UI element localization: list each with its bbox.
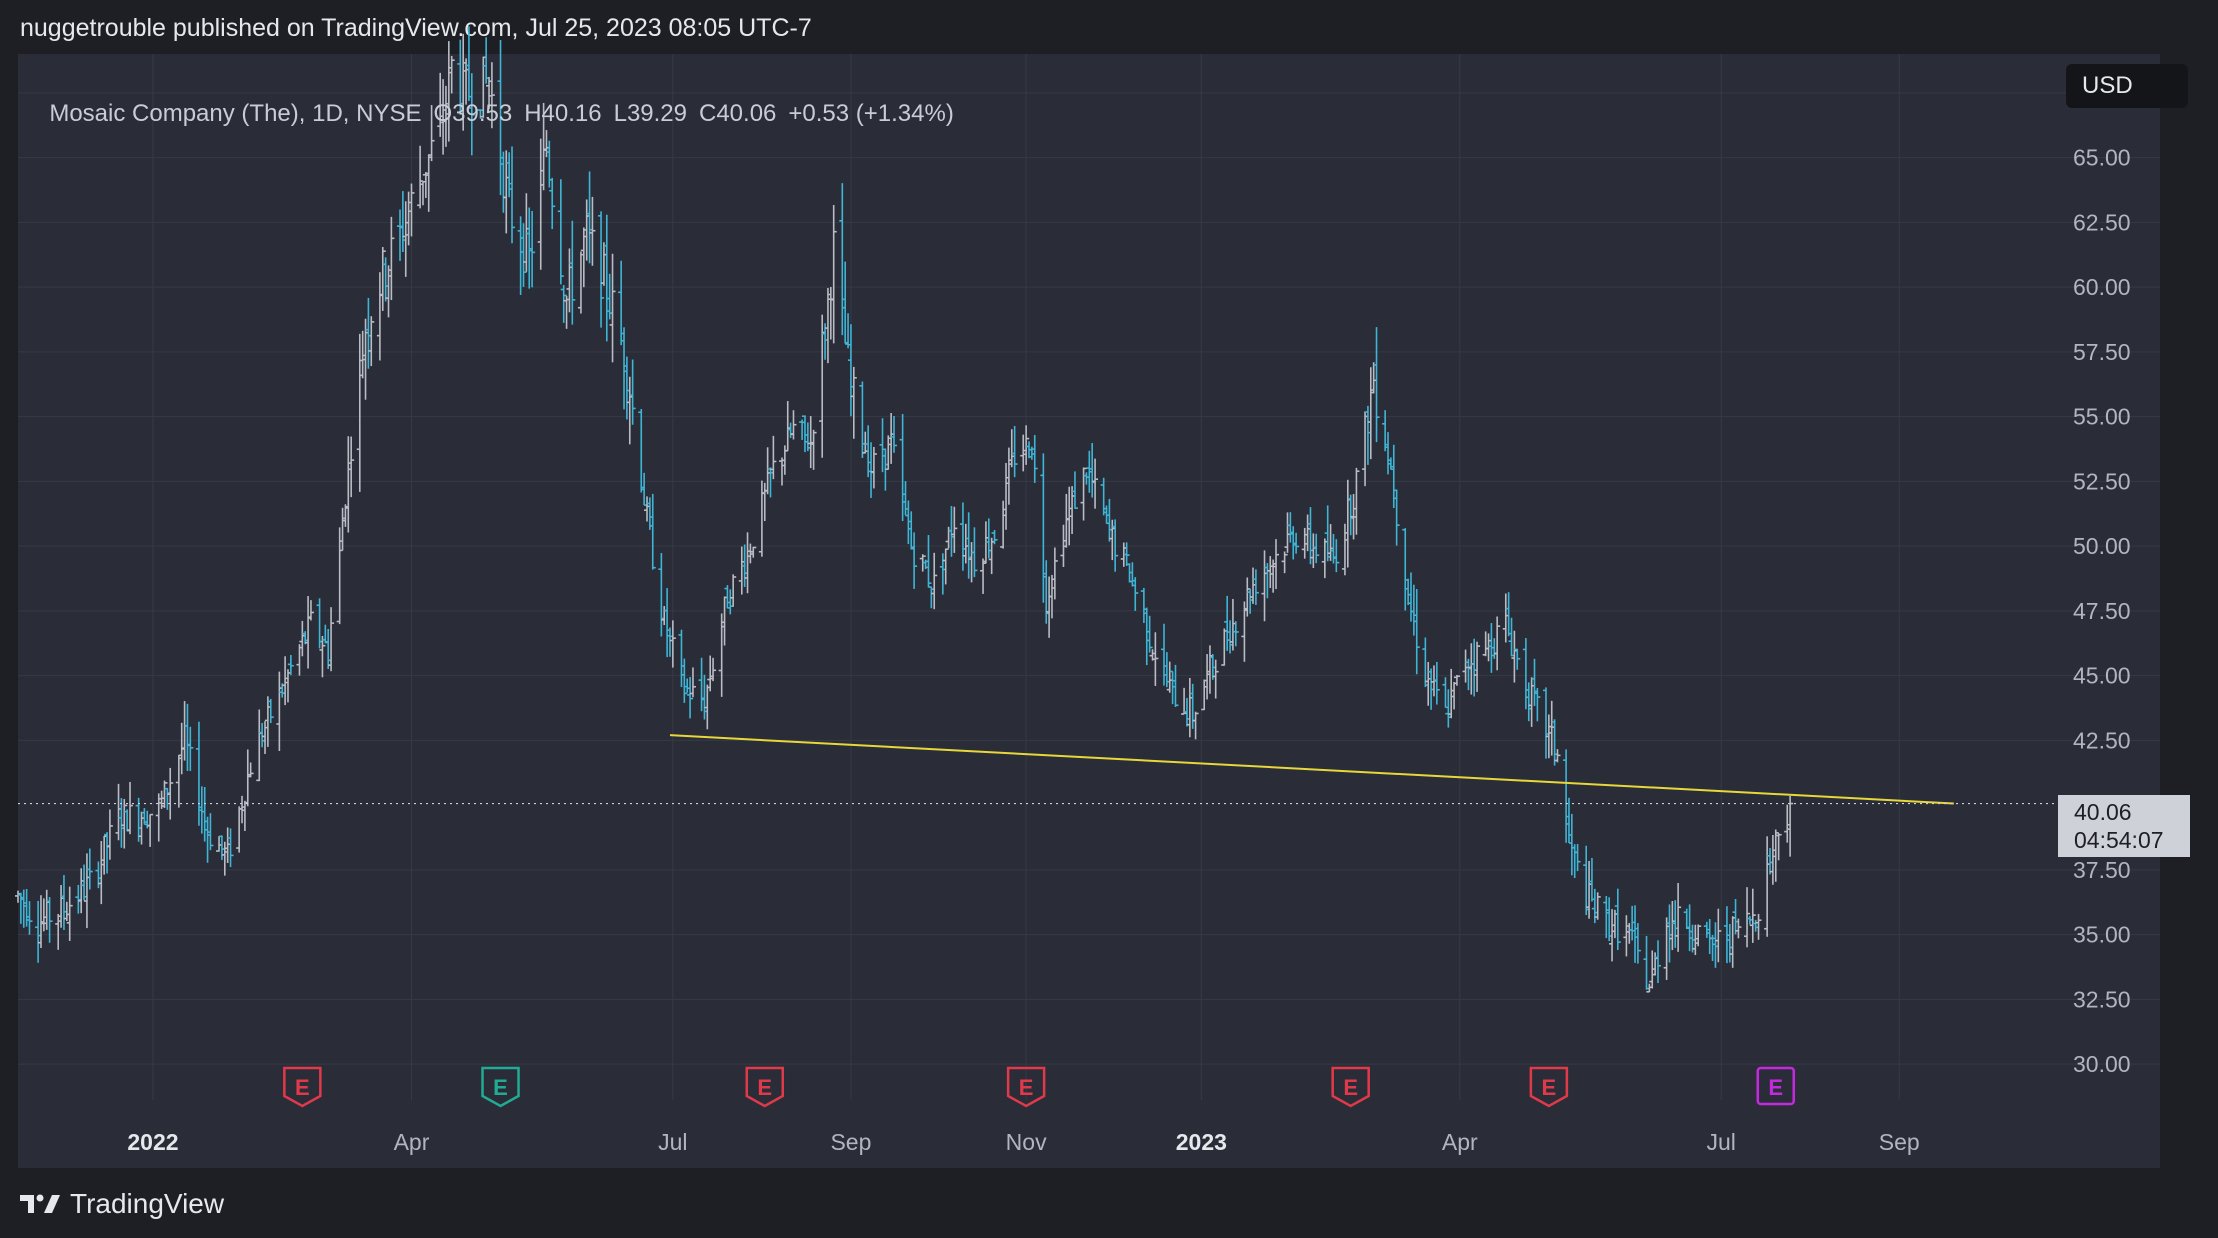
earnings-marker[interactable]: E [745, 1066, 785, 1108]
tradingview-footer[interactable]: TradingView [20, 1188, 224, 1220]
price-axis: 67.5065.0062.5060.0057.5055.0052.5050.00… [2073, 80, 2131, 1077]
time-tick-label: Sep [1879, 1129, 1920, 1155]
support-trendline [669, 734, 1954, 805]
earnings-badge [1529, 1066, 1569, 1108]
footer-brand: TradingView [70, 1188, 225, 1219]
time-axis: 2022 Apr Jul Sep Nov 2023 Apr Jul Sep [127, 1129, 1919, 1155]
earnings-marker[interactable]: E [1331, 1066, 1370, 1108]
legend-close: C40.06 [699, 100, 777, 127]
publisher-line: nuggetrouble published on TradingView.co… [20, 14, 812, 42]
earnings-marker[interactable]: E [1006, 1066, 1046, 1108]
time-tick-label: 2022 [127, 1129, 178, 1155]
time-tick-label: Jul [1706, 1129, 1735, 1155]
legend-change: +0.53 (+1.34%) [788, 100, 954, 127]
earnings-badge [1006, 1066, 1046, 1108]
time-tick-label: Nov [1006, 1129, 1047, 1155]
earnings-badge [283, 1066, 322, 1108]
price-tick-label: 65.00 [2073, 145, 2131, 171]
legend-high: H40.16 [524, 100, 602, 127]
price-tick-label: 62.50 [2073, 209, 2131, 235]
time-tick-label: Jul [658, 1129, 687, 1155]
earnings-marker[interactable]: E [283, 1066, 322, 1108]
price-tick-label: 42.50 [2073, 727, 2131, 753]
time-tick-label: Apr [394, 1129, 430, 1155]
trendline-layer [669, 734, 1954, 805]
price-tick-label: 32.50 [2073, 986, 2131, 1012]
ohlc-bars [15, 26, 1794, 993]
earnings-letter: E [295, 1075, 310, 1100]
last-price-tag: 40.06 04:54:07 [2058, 795, 2190, 857]
earnings-marker[interactable]: E [1756, 1066, 1796, 1106]
time-tick-label: Apr [1442, 1129, 1478, 1155]
time-tick-label: Sep [830, 1129, 871, 1155]
price-tick-label: 50.00 [2073, 533, 2131, 559]
earnings-letter: E [757, 1075, 772, 1100]
price-tick-label: 55.00 [2073, 404, 2131, 430]
time-tick-label: 2023 [1176, 1129, 1227, 1155]
earnings-letter: E [1019, 1075, 1034, 1100]
earnings-badge [481, 1066, 520, 1108]
legend-symbol: Mosaic Company (The), 1D, NYSE [49, 100, 422, 127]
symbol-legend[interactable]: Mosaic Company (The), 1D, NYSE O39.53 H40.… [36, 72, 966, 128]
earnings-letter: E [1768, 1075, 1783, 1100]
legend-open: O39.53 [433, 100, 513, 127]
earnings-badge [745, 1066, 785, 1108]
price-tick-label: 60.00 [2073, 274, 2131, 300]
earnings-badge [1331, 1066, 1370, 1108]
currency-button[interactable]: USD [2066, 64, 2188, 108]
legend-low: L39.29 [613, 100, 687, 127]
earnings-letter: E [1542, 1075, 1557, 1100]
earnings-letter: E [1343, 1075, 1358, 1100]
tradingview-logo-icon [20, 1194, 60, 1213]
price-tick-label: 30.00 [2073, 1051, 2131, 1077]
earnings-marker[interactable]: E [1529, 1066, 1569, 1108]
price-tick-label: 35.00 [2073, 922, 2131, 948]
price-tick-label: 52.50 [2073, 468, 2131, 494]
price-tick-label: 57.50 [2073, 339, 2131, 365]
earnings-marker[interactable]: E [481, 1066, 520, 1108]
price-tick-label: 45.00 [2073, 663, 2131, 689]
last-price-value: 40.06 [2074, 799, 2132, 825]
price-tick-label: 37.50 [2073, 857, 2131, 883]
earnings-letter: E [493, 1075, 508, 1100]
earnings-badge [1756, 1066, 1796, 1106]
price-tick-label: 47.50 [2073, 598, 2131, 624]
bar-countdown: 04:54:07 [2074, 827, 2164, 853]
